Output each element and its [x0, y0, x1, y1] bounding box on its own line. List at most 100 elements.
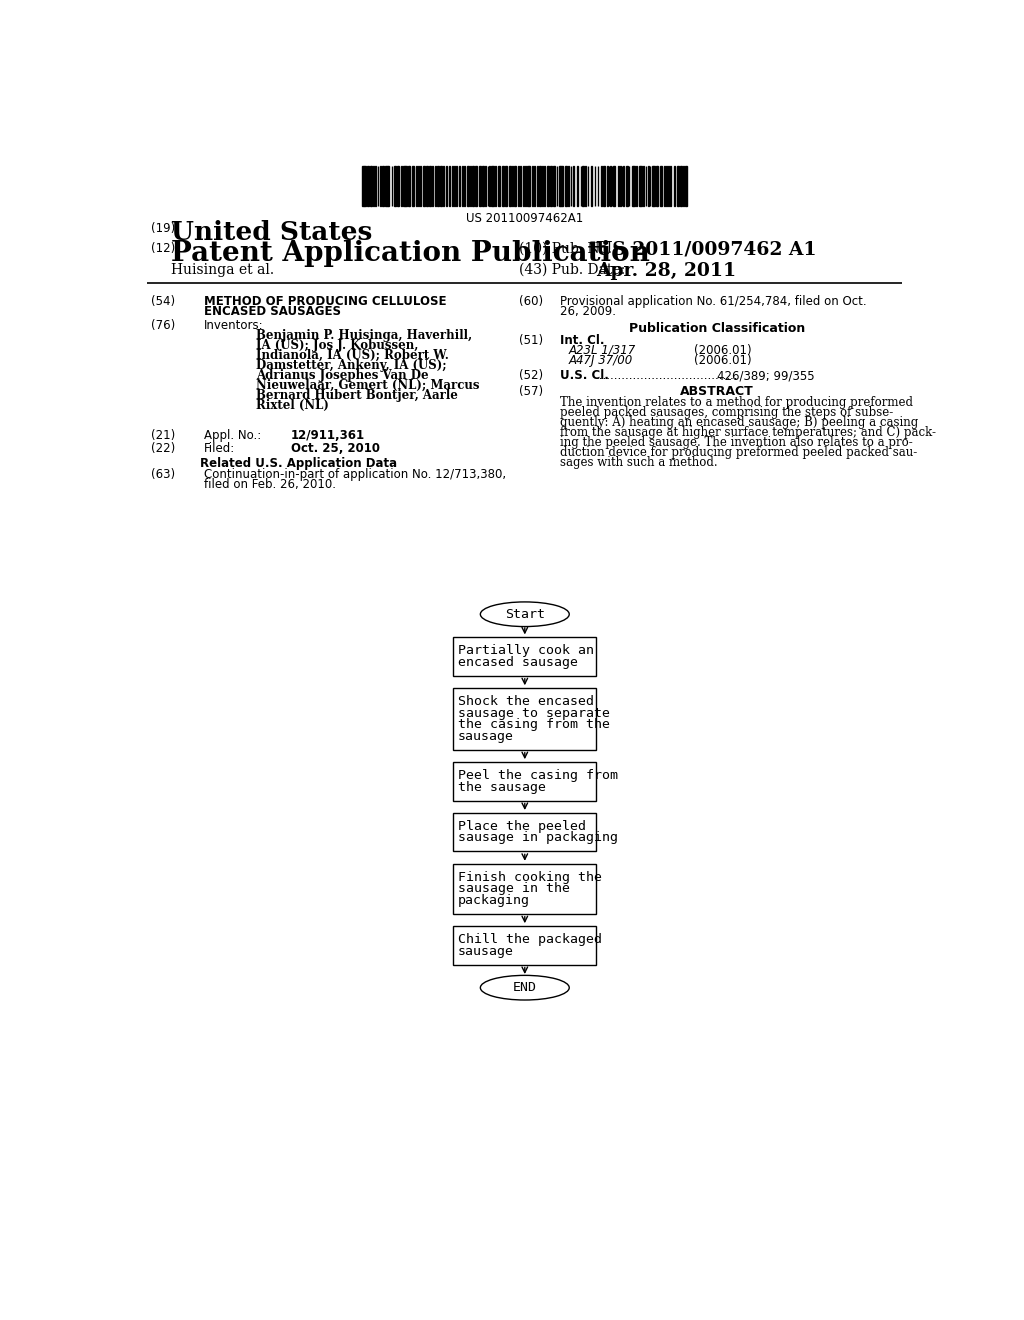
- Bar: [403, 166, 404, 206]
- Text: sausage: sausage: [458, 945, 514, 957]
- Text: ing the peeled sausage. The invention also relates to a pro-: ing the peeled sausage. The invention al…: [560, 437, 913, 449]
- Text: Provisional application No. 61/254,784, filed on Oct.: Provisional application No. 61/254,784, …: [560, 296, 867, 309]
- Text: A47J 37/00: A47J 37/00: [568, 354, 633, 367]
- Text: Adrianus Josephes Van De: Adrianus Josephes Van De: [256, 368, 428, 381]
- Text: Apr. 28, 2011: Apr. 28, 2011: [596, 261, 736, 280]
- Text: U.S. Cl.: U.S. Cl.: [560, 370, 609, 383]
- Bar: [416, 166, 417, 206]
- Text: Appl. No.:: Appl. No.:: [204, 429, 261, 442]
- Text: Related U.S. Application Data: Related U.S. Application Data: [200, 457, 397, 470]
- Text: sausage in packaging: sausage in packaging: [458, 832, 617, 845]
- Text: sausage: sausage: [458, 730, 514, 743]
- Bar: [659, 166, 662, 206]
- Text: Peel the casing from: Peel the casing from: [458, 770, 617, 781]
- Text: (10) Pub. No.:: (10) Pub. No.:: [518, 242, 616, 256]
- Bar: [453, 863, 597, 913]
- Bar: [539, 166, 541, 206]
- Bar: [633, 166, 635, 206]
- Bar: [453, 813, 597, 851]
- Text: US 20110097462A1: US 20110097462A1: [466, 213, 584, 226]
- Text: packaging: packaging: [458, 894, 529, 907]
- Bar: [613, 166, 615, 206]
- Bar: [492, 166, 494, 206]
- Text: (22): (22): [152, 442, 175, 455]
- Bar: [435, 166, 436, 206]
- Bar: [385, 166, 388, 206]
- Bar: [505, 166, 507, 206]
- Text: (2006.01): (2006.01): [693, 345, 752, 356]
- Text: Benjamin P. Huisinga, Haverhill,: Benjamin P. Huisinga, Haverhill,: [256, 329, 472, 342]
- Bar: [670, 166, 672, 206]
- Text: The invention relates to a method for producing preformed: The invention relates to a method for pr…: [560, 396, 913, 409]
- Text: the sausage: the sausage: [458, 780, 546, 793]
- Bar: [514, 166, 516, 206]
- Bar: [495, 166, 496, 206]
- Text: quently: A) heating an encased sausage; B) peeling a casing: quently: A) heating an encased sausage; …: [560, 416, 919, 429]
- Bar: [429, 166, 431, 206]
- Text: (52): (52): [519, 370, 544, 383]
- Text: sages with such a method.: sages with such a method.: [560, 457, 718, 470]
- Bar: [394, 166, 396, 206]
- Bar: [572, 166, 574, 206]
- Bar: [365, 166, 366, 206]
- Bar: [454, 166, 455, 206]
- Text: (57): (57): [519, 385, 544, 397]
- Text: (19): (19): [152, 222, 175, 235]
- Bar: [453, 762, 597, 800]
- Text: END: END: [513, 981, 537, 994]
- Bar: [554, 166, 555, 206]
- Text: Continuation-in-part of application No. 12/713,380,: Continuation-in-part of application No. …: [204, 469, 506, 480]
- Ellipse shape: [480, 602, 569, 627]
- Text: 12/911,361: 12/911,361: [291, 429, 365, 442]
- Bar: [502, 166, 504, 206]
- Bar: [627, 166, 628, 206]
- Bar: [683, 166, 684, 206]
- Bar: [479, 166, 480, 206]
- Bar: [499, 166, 500, 206]
- Text: (63): (63): [152, 469, 175, 480]
- Text: (60): (60): [519, 296, 544, 309]
- Bar: [527, 166, 528, 206]
- Bar: [603, 166, 604, 206]
- Bar: [437, 166, 438, 206]
- Text: ABSTRACT: ABSTRACT: [680, 385, 754, 397]
- Bar: [524, 166, 526, 206]
- Bar: [453, 927, 597, 965]
- Text: the casing from the: the casing from the: [458, 718, 609, 731]
- Text: Shock the encased: Shock the encased: [458, 696, 594, 708]
- Bar: [475, 166, 477, 206]
- Text: Int. Cl.: Int. Cl.: [560, 334, 605, 347]
- Text: 426/389; 99/355: 426/389; 99/355: [717, 370, 815, 383]
- Bar: [518, 166, 519, 206]
- Bar: [685, 166, 687, 206]
- Bar: [680, 166, 682, 206]
- Text: Rixtel (NL): Rixtel (NL): [256, 399, 329, 412]
- Bar: [406, 166, 407, 206]
- Bar: [368, 166, 369, 206]
- Text: (12): (12): [152, 242, 175, 255]
- Bar: [464, 166, 465, 206]
- Bar: [362, 166, 364, 206]
- Text: (76): (76): [152, 318, 175, 331]
- Text: IA (US); Jos J. Kobussen,: IA (US); Jos J. Kobussen,: [256, 339, 418, 351]
- Bar: [643, 166, 644, 206]
- Text: Damstetter, Ankeny, IA (US);: Damstetter, Ankeny, IA (US);: [256, 359, 446, 372]
- Bar: [547, 166, 549, 206]
- Text: (51): (51): [519, 334, 544, 347]
- Text: from the sausage at higher surface temperatures; and C) pack-: from the sausage at higher surface tempe…: [560, 426, 937, 440]
- Bar: [382, 166, 384, 206]
- Text: ......................................: ......................................: [595, 370, 738, 383]
- Bar: [577, 166, 579, 206]
- Bar: [440, 166, 442, 206]
- Text: (21): (21): [152, 429, 175, 442]
- Text: Inventors:: Inventors:: [204, 318, 263, 331]
- Text: Bernard Hubert Bontjer, Aarle: Bernard Hubert Bontjer, Aarle: [256, 388, 458, 401]
- Text: Partially cook an: Partially cook an: [458, 644, 594, 657]
- Bar: [565, 166, 566, 206]
- Bar: [509, 166, 511, 206]
- Bar: [677, 166, 679, 206]
- Bar: [426, 166, 428, 206]
- Text: duction device for producing preformed peeled packed sau-: duction device for producing preformed p…: [560, 446, 918, 459]
- Bar: [560, 166, 563, 206]
- Ellipse shape: [480, 975, 569, 1001]
